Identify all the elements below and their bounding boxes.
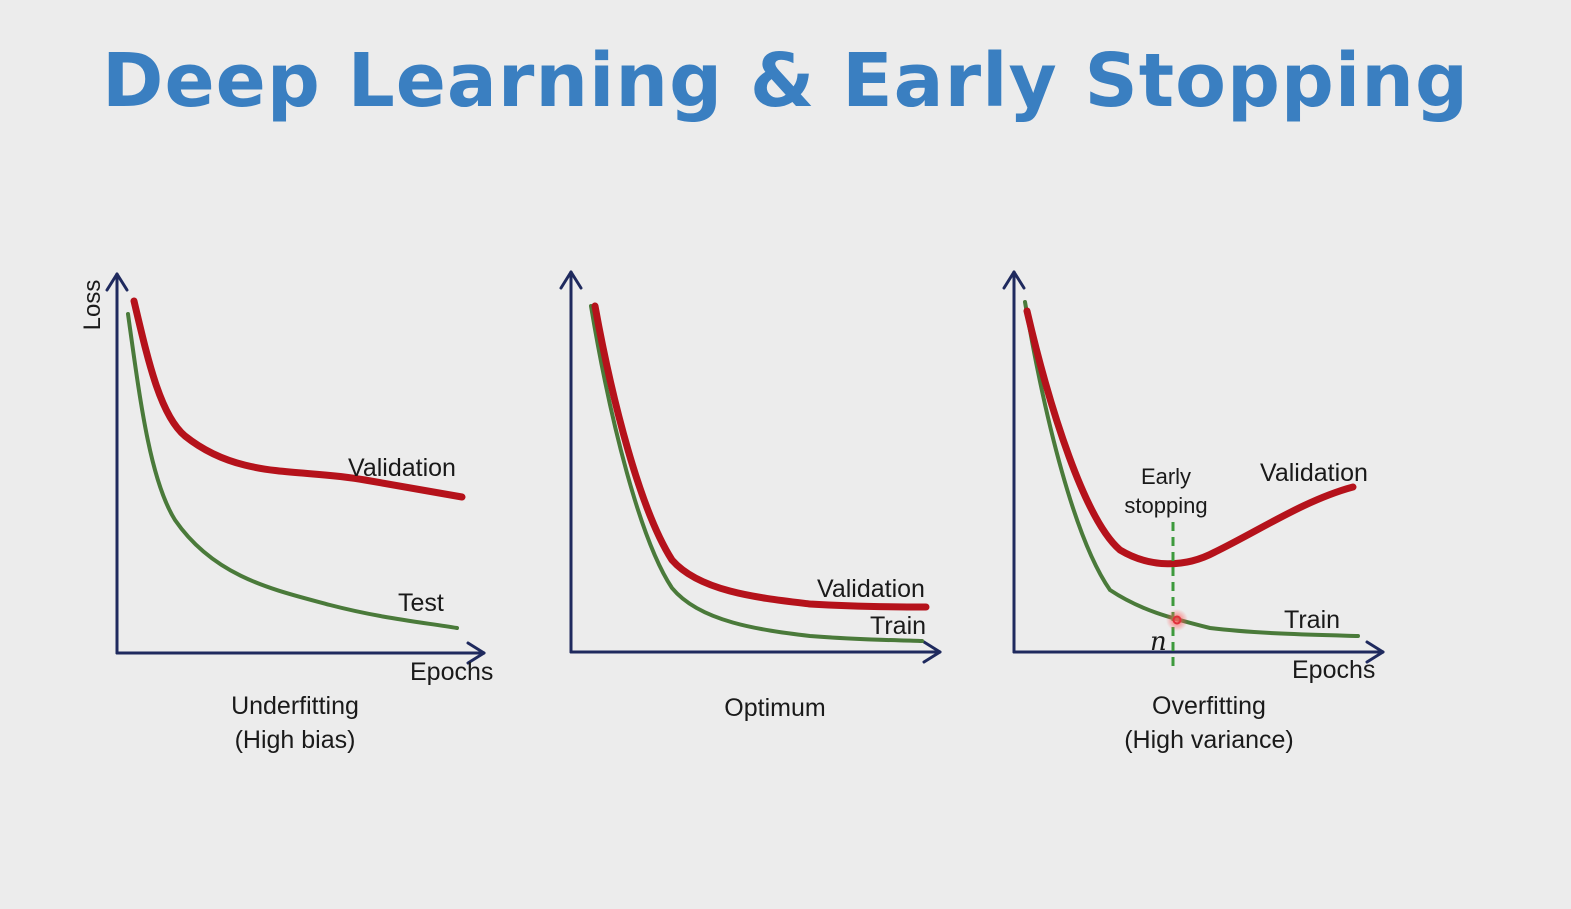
train-label: Train [1284, 606, 1340, 634]
stop-epoch-label: n [1150, 627, 1167, 657]
validation-curve [130, 297, 466, 501]
y-axis-label: Loss [79, 280, 106, 331]
validation-label: Validation [1260, 459, 1368, 487]
x-axis-arrowhead [466, 641, 486, 665]
validation-curve [591, 302, 930, 611]
early-stopping-label-line2: stopping [1124, 493, 1207, 518]
x-axis-arrowhead [1365, 640, 1385, 664]
train-curve [126, 312, 459, 630]
validation-label: Validation [348, 454, 456, 482]
y-axis-arrowhead [1002, 270, 1026, 290]
caption-line1: Overfitting [1152, 692, 1266, 720]
early-stopping-marker [1172, 615, 1182, 625]
caption-line1: Optimum [724, 694, 825, 722]
panel-underfitting: Loss Validation Test Epochs Underfitting… [79, 272, 493, 754]
panel-optimum: Validation Train Optimum [559, 270, 942, 722]
panel-overfitting: Early stopping Validation Train n Epochs… [1002, 270, 1385, 754]
train-label: Train [870, 612, 926, 640]
x-axis-label: Epochs [1292, 656, 1375, 684]
validation-curve [1023, 307, 1357, 568]
validation-label: Validation [817, 575, 925, 603]
caption-line2: (High variance) [1124, 726, 1294, 754]
y-axis-arrowhead [559, 270, 583, 290]
axes-optimum [559, 270, 942, 664]
train-curve [589, 304, 924, 643]
x-axis-label: Epochs [410, 658, 493, 686]
caption-line2: (High bias) [235, 726, 356, 754]
train-curve [1023, 300, 1360, 638]
slide-title: Deep Learning & Early Stopping [102, 38, 1469, 124]
early-stopping-marker-glow [1166, 609, 1188, 631]
axes-overfitting [1002, 270, 1385, 664]
caption-line1: Underfitting [231, 692, 359, 720]
y-axis-arrowhead [105, 272, 129, 292]
test-label: Test [398, 589, 444, 617]
x-axis-arrowhead [922, 640, 942, 664]
axes-underfitting [105, 272, 486, 665]
early-stopping-label-line1: Early [1141, 464, 1191, 489]
